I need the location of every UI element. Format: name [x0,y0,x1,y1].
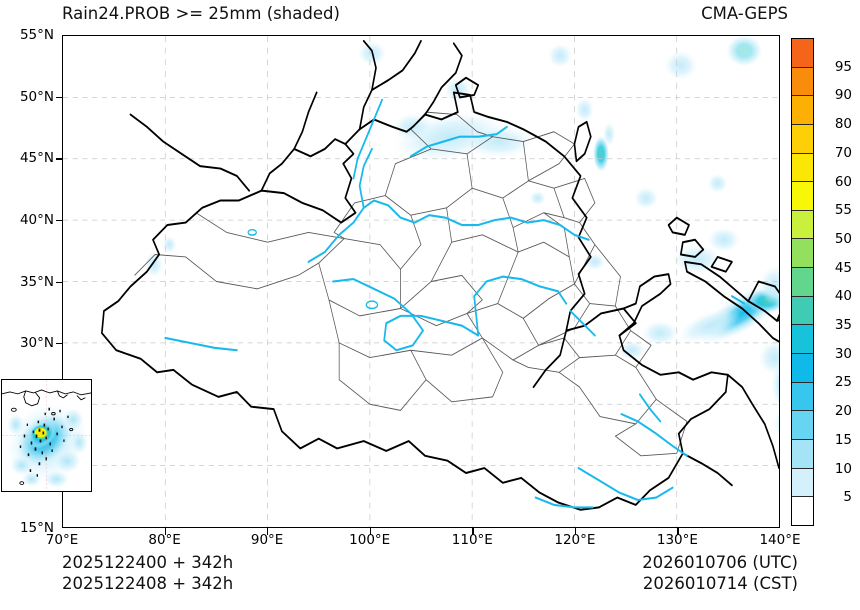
footer-left-line-1: 2025122400 + 342h [62,553,234,572]
colorbar-band [792,468,813,498]
x-tick-label: 140°E [759,532,801,548]
colorbar-band [792,296,813,326]
model-label: CMA-GEPS [701,4,788,23]
colorbar-band [792,124,813,154]
y-tick-mark [56,281,63,283]
x-tick-label: 80°E [148,532,181,548]
footer-valid-times: 2026010706 (UTC) 2026010714 (CST) [642,552,798,594]
inset-gridlines [2,380,91,491]
province-borders [134,111,688,457]
colorbar-band [792,96,813,125]
inset-canvas [2,380,91,491]
footer-left-line-2: 2025122408 + 342h [62,574,234,593]
colorbar-tick-label: 60 [834,173,852,190]
colorbar-band [792,153,813,183]
colorbar [791,38,814,526]
inset-map-south-china-sea[interactable] [1,379,92,492]
colorbar-tick-label: 40 [834,288,852,305]
map-canvas [63,36,779,527]
footer-right-line-1: 2026010706 (UTC) [642,553,798,572]
footer-init-times: 2025122400 + 342h 2025122408 + 342h [62,552,233,594]
colorbar-band [792,325,813,355]
colorbar-band [792,182,813,211]
colorbar-band [792,67,813,97]
x-tick-label: 130°E [656,532,698,548]
y-tick-label: 55°N [19,27,54,43]
footer-right-line-2: 2026010714 (CST) [642,574,798,593]
y-tick-mark [56,219,63,222]
x-tick-label: 110°E [451,532,493,548]
colorbar-band [792,268,813,297]
y-tick-label: 50°N [19,88,54,105]
x-tick-mark [574,528,577,535]
y-tick-mark [56,96,63,98]
colorbar-tick-label: 90 [834,87,852,104]
colorbar-tick-label: 5 [843,489,852,506]
colorbar-band [792,497,813,525]
colorbar-labels: 95 90 80 70 60 55 50 45 40 35 30 25 20 15 10 5 [818,38,858,526]
colorbar-band [792,439,813,469]
colorbar-band [792,239,813,269]
y-tick-mark [56,158,63,160]
page-title: Rain24.PROB >= 25mm (shaded) [62,4,340,23]
colorbar-tick-label: 95 [834,58,852,75]
map-gridlines [63,36,779,527]
colorbar-band [792,354,813,383]
rivers [164,98,746,509]
colorbar-band [792,382,813,412]
x-tick-mark [267,528,269,535]
inset-probability-shading [5,402,89,489]
x-tick-label: 90°E [250,532,284,548]
colorbar-tick-label: 70 [834,144,852,161]
colorbar-band [792,210,813,240]
colorbar-tick-label: 80 [834,116,852,133]
y-tick-mark [56,343,63,345]
colorbar-tick-label: 35 [834,317,852,334]
colorbar-tick-label: 30 [834,345,852,362]
colorbar-tick-label: 55 [834,202,852,219]
x-tick-label: 70°E [45,532,79,548]
x-tick-mark [164,528,166,535]
x-tick-mark [472,528,474,535]
y-tick-label: 40°N [19,211,54,228]
inset-coastline [2,389,91,485]
colorbar-band [792,39,813,68]
y-tick-label: 35°N [19,273,54,290]
colorbar-tick-label: 50 [834,230,852,247]
colorbar-band [792,411,813,440]
inset-track-markers [19,407,69,477]
x-tick-mark [369,528,372,535]
y-tick-label: 30°N [19,335,54,352]
lakes [247,228,379,310]
map-plot-area[interactable] [62,35,780,528]
y-tick-label: 45°N [19,150,54,167]
y-tick-label: 15°N [19,520,54,536]
colorbar-tick-label: 20 [834,403,852,420]
colorbar-tick-label: 25 [834,374,852,391]
x-tick-label: 100°E [349,532,391,548]
x-tick-label: 120°E [554,532,596,548]
probability-shading [144,36,779,437]
colorbar-tick-label: 15 [834,431,852,448]
colorbar-tick-label: 10 [834,460,852,477]
national-boundary [101,39,779,511]
x-tick-mark [677,528,679,535]
colorbar-tick-label: 45 [834,259,852,276]
